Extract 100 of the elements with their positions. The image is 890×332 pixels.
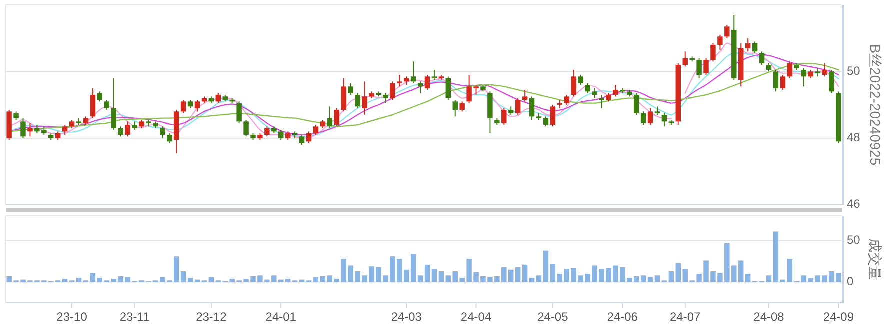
bar <box>787 259 793 282</box>
bar <box>654 276 660 282</box>
y-tick-label: 50 <box>847 233 861 248</box>
bar <box>90 273 96 282</box>
bar <box>76 278 82 282</box>
candlestick <box>334 108 340 128</box>
candlestick <box>502 108 507 126</box>
candlestick <box>718 34 723 50</box>
bar <box>550 264 556 282</box>
bar <box>648 277 654 282</box>
candlestick <box>424 74 430 90</box>
bar <box>543 250 549 282</box>
candlestick <box>710 42 716 62</box>
candlestick <box>759 51 765 66</box>
candlestick <box>299 134 305 146</box>
bar <box>529 278 535 282</box>
candlestick <box>432 70 438 80</box>
bar <box>97 278 103 282</box>
bar <box>668 272 674 282</box>
candlestick <box>104 100 110 110</box>
candlestick <box>801 68 806 88</box>
candlestick <box>396 74 402 88</box>
bar <box>626 278 632 282</box>
candlestick <box>244 120 249 138</box>
bar <box>438 272 444 282</box>
bar <box>327 276 333 282</box>
bar <box>320 276 326 282</box>
candlestick <box>264 126 270 138</box>
candlestick <box>180 100 186 114</box>
candlestick <box>341 78 346 112</box>
candlestick <box>160 126 166 139</box>
candlestick <box>696 58 702 79</box>
candlestick <box>599 94 604 109</box>
y-tick-label: 50 <box>847 64 861 78</box>
candlestick <box>111 78 116 130</box>
y-tick-label: 48 <box>847 130 861 145</box>
candlestick <box>648 108 654 126</box>
candlestick <box>704 58 709 76</box>
candlestick <box>543 116 549 128</box>
bar <box>313 277 319 282</box>
x-tick-label: 23-12 <box>196 310 228 324</box>
bar <box>418 276 424 282</box>
candlestick <box>682 51 688 68</box>
candlestick <box>752 41 758 54</box>
candlestick <box>829 70 834 94</box>
candlestick <box>640 111 646 126</box>
x-tick-label: 24-08 <box>754 310 785 324</box>
candlestick <box>313 124 319 136</box>
candlestick <box>236 101 242 124</box>
candlestick <box>564 94 570 106</box>
y-axis-title: 成交量 <box>867 238 884 280</box>
candlestick <box>278 130 284 140</box>
y-tick-label: 0 <box>847 274 854 288</box>
candlestick <box>410 61 416 84</box>
candlestick <box>355 92 360 109</box>
x-tick-label: 24-01 <box>266 310 297 324</box>
bar <box>188 278 194 282</box>
candlestick <box>822 62 828 78</box>
candlestick <box>529 96 535 120</box>
candlestick <box>390 81 396 100</box>
candlestick <box>446 76 452 100</box>
candlestick <box>773 70 779 92</box>
candlestick <box>787 61 793 79</box>
candlestick <box>780 74 786 90</box>
candlestick <box>306 131 312 144</box>
bar <box>745 274 751 282</box>
bar <box>515 267 521 282</box>
bar <box>285 278 291 282</box>
bar <box>299 280 305 282</box>
x-tick-label: 24-07 <box>670 310 702 324</box>
candlestick <box>613 84 618 98</box>
bar <box>536 276 542 282</box>
bar <box>766 276 772 282</box>
bar <box>180 272 186 282</box>
bar <box>780 280 786 282</box>
candlestick <box>550 104 556 128</box>
candlestick <box>348 82 354 96</box>
x-tick-label: 23-11 <box>120 310 150 324</box>
bar <box>634 276 640 282</box>
candlestick <box>515 98 521 116</box>
candlestick <box>118 126 124 138</box>
candlestick <box>327 106 333 129</box>
x-tick-label: 24-03 <box>391 310 422 324</box>
bar <box>174 256 180 282</box>
bar <box>432 269 438 282</box>
bar <box>194 280 200 282</box>
x-tick-label: 24-06 <box>607 310 638 324</box>
bar <box>404 270 410 282</box>
bar <box>208 277 214 282</box>
bar <box>410 254 416 282</box>
bar <box>424 264 430 282</box>
x-tick-label: 23-10 <box>56 310 88 324</box>
candlestick <box>634 92 640 116</box>
candlestick <box>585 82 590 94</box>
candlestick <box>97 91 103 102</box>
candlestick <box>362 81 368 116</box>
x-tick-label: 24-09 <box>823 310 854 324</box>
bar <box>773 232 779 282</box>
candlestick <box>578 74 584 86</box>
candlestick <box>662 112 668 128</box>
